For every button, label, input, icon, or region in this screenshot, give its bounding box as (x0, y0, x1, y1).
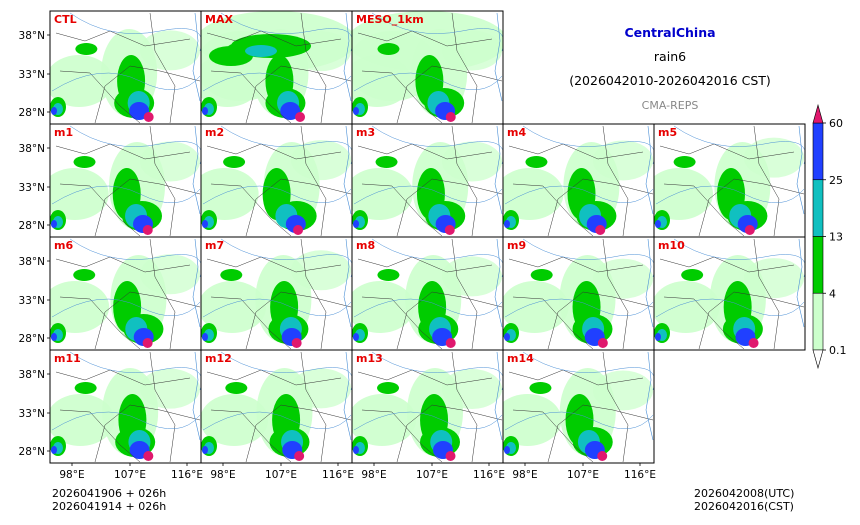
map-panel-m4 (503, 124, 654, 237)
valid-time-utc: 2026042008(UTC) (694, 487, 795, 500)
colorbar-tick-label: 4 (829, 287, 836, 300)
panel-label: m6 (54, 239, 73, 252)
colorbar-segment (812, 179, 824, 237)
panel-label: m7 (205, 239, 224, 252)
lon-tick-label: 116°E (473, 469, 505, 481)
lat-tick-label: 38°N (19, 30, 45, 42)
lon-tick-label: 107°E (265, 469, 297, 481)
map-panel-m12 (201, 350, 352, 463)
lon-tick-label: 107°E (416, 469, 448, 481)
colorbar-top-arrow (812, 103, 824, 124)
lat-tick-label: 28°N (19, 107, 45, 119)
panel-label: m14 (507, 352, 534, 365)
map-panel-m3 (352, 124, 503, 237)
init-time-2: 2026041914 + 026h (52, 500, 167, 513)
map-panel-m9 (503, 237, 654, 350)
source-title: CMA-REPS (641, 99, 699, 112)
lat-tick-label: 33°N (19, 69, 45, 81)
lat-tick-label: 28°N (19, 220, 45, 232)
panel-label: m2 (205, 126, 224, 139)
colorbar-segment (812, 122, 824, 181)
lon-tick-label: 116°E (322, 469, 354, 481)
colorbar-tick-label: 13 (829, 231, 843, 244)
lon-tick-label: 116°E (624, 469, 656, 481)
map-panel-meso_1km (352, 11, 503, 124)
lon-tick-label: 98°E (361, 469, 386, 481)
map-panel-m11 (50, 350, 201, 463)
lat-tick-label: 33°N (19, 408, 45, 420)
colorbar: 60 25 13 4 0.1 (812, 103, 847, 370)
colorbar-tick-label: 0.1 (829, 344, 847, 357)
lon-tick-label: 98°E (59, 469, 84, 481)
lat-tick-label: 38°N (19, 143, 45, 155)
lat-tick-label: 33°N (19, 182, 45, 194)
map-panel-max (201, 11, 352, 124)
colorbar-bottom-arrow (812, 349, 824, 370)
map-panel-m5 (654, 124, 805, 237)
colorbar-segment (812, 236, 824, 294)
map-panel-m13 (352, 350, 503, 463)
panel-label: m10 (658, 239, 685, 252)
colorbar-tick-label: 25 (829, 174, 843, 187)
panel-label: CTL (54, 13, 77, 26)
map-panel-ctl (50, 11, 201, 124)
lat-tick-label: 38°N (19, 369, 45, 381)
lat-tick-label: 38°N (19, 256, 45, 268)
lon-tick-label: 98°E (210, 469, 235, 481)
map-panel-m6 (50, 237, 201, 350)
lon-tick-label: 98°E (512, 469, 537, 481)
map-panel-m10 (654, 237, 805, 350)
valid-time-cst: 2026042016(CST) (694, 500, 794, 513)
period-title: (2026042010-2026042016 CST) (569, 73, 771, 88)
colorbar-segment (812, 292, 824, 351)
lon-tick-label: 107°E (114, 469, 146, 481)
lon-tick-label: 107°E (567, 469, 599, 481)
map-panel-m8 (352, 237, 503, 350)
panel-label: m11 (54, 352, 81, 365)
panel-label: m12 (205, 352, 232, 365)
panel-label: m5 (658, 126, 677, 139)
panel-label: m4 (507, 126, 526, 139)
region-title: CentralChina (624, 25, 716, 40)
map-panel-m2 (201, 124, 352, 237)
panel-label: m9 (507, 239, 526, 252)
map-panel-m1 (50, 124, 201, 237)
lon-tick-label: 116°E (171, 469, 203, 481)
panel-label: m13 (356, 352, 383, 365)
panel-label: m8 (356, 239, 375, 252)
map-panel-m7 (201, 237, 352, 350)
variable-title: rain6 (653, 49, 687, 64)
lat-tick-label: 28°N (19, 333, 45, 345)
map-panel-m14 (503, 350, 654, 463)
init-time-1: 2026041906 + 026h (52, 487, 167, 500)
panel-label: m3 (356, 126, 375, 139)
panel-label: MAX (205, 13, 233, 26)
panel-label: m1 (54, 126, 73, 139)
lat-tick-label: 33°N (19, 295, 45, 307)
lat-tick-label: 28°N (19, 446, 45, 458)
panel-label: MESO_1km (356, 13, 424, 26)
colorbar-tick-label: 60 (829, 117, 843, 130)
